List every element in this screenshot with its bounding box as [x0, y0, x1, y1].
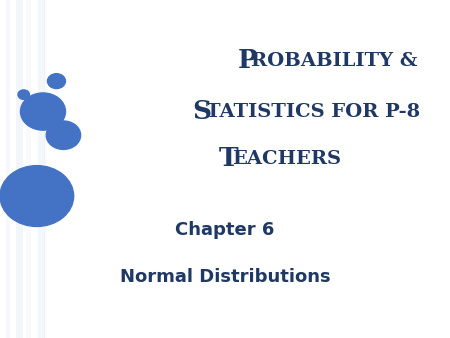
Bar — [26, 0, 31, 338]
Circle shape — [46, 121, 81, 149]
Text: Chapter 6: Chapter 6 — [176, 221, 275, 239]
Circle shape — [20, 93, 65, 130]
Bar — [44, 0, 47, 338]
Bar — [38, 0, 45, 338]
Text: ROBABILITY &: ROBABILITY & — [251, 52, 417, 70]
Bar — [16, 0, 23, 338]
Text: T: T — [219, 146, 238, 171]
Circle shape — [18, 90, 29, 99]
Text: P: P — [237, 48, 257, 73]
Circle shape — [0, 166, 74, 226]
Text: EACHERS: EACHERS — [233, 150, 342, 168]
Circle shape — [47, 74, 65, 89]
Bar — [6, 0, 10, 338]
Text: S: S — [192, 99, 212, 124]
Text: Normal Distributions: Normal Distributions — [120, 268, 330, 286]
Text: TATISTICS FOR P-8: TATISTICS FOR P-8 — [206, 102, 420, 121]
